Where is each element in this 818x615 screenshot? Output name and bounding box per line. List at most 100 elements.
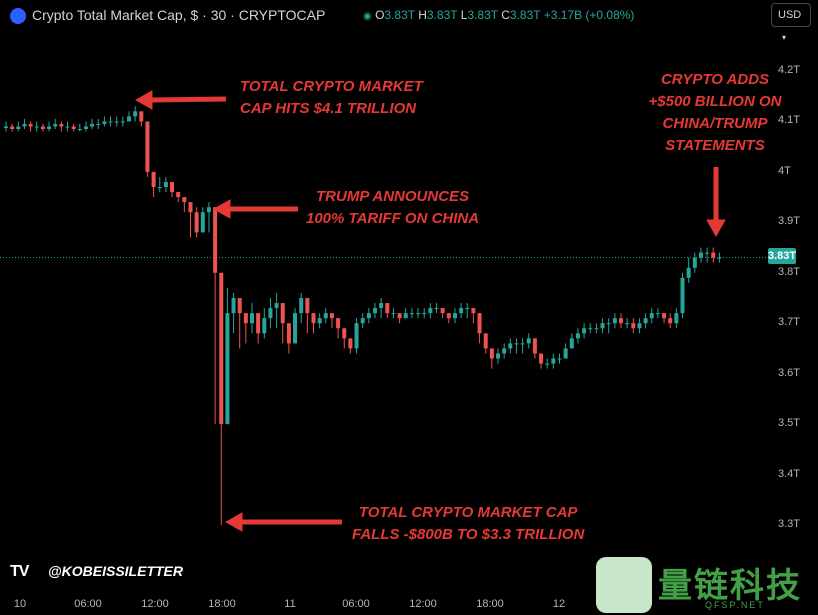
- candle-body: [409, 313, 414, 315]
- cryptocap-logo-icon: [10, 8, 26, 24]
- candle-body: [28, 123, 33, 127]
- candle-body: [194, 212, 199, 233]
- candle-body: [274, 303, 279, 309]
- candle-body: [631, 323, 636, 329]
- candle-body: [305, 298, 310, 314]
- y-tick-label: 3.4T: [778, 467, 801, 480]
- candle-body: [373, 308, 377, 314]
- candle-body: [545, 363, 550, 365]
- candle-body: [206, 207, 211, 213]
- watermark-subtext: QFSP.NET: [705, 600, 765, 610]
- candle-body: [637, 323, 642, 329]
- x-tick-label: 12: [552, 598, 566, 610]
- candle-body: [311, 313, 316, 324]
- candle-body: [151, 171, 156, 188]
- x-tick-label: 18:00: [208, 598, 236, 610]
- candle-body: [526, 338, 531, 344]
- candle-body: [286, 323, 291, 344]
- candle-body: [582, 328, 587, 334]
- annotation-peak: TOTAL CRYPTO MARKET CAP HITS $4.1 TRILLI…: [240, 76, 423, 120]
- candle-body: [366, 313, 371, 319]
- candle-body: [446, 313, 451, 319]
- candle-body: [717, 257, 722, 259]
- candle-body: [674, 313, 679, 324]
- candle-body: [139, 111, 144, 122]
- candle-body: [231, 298, 236, 314]
- candle-body: [625, 323, 630, 325]
- y-tick-label: 4.2T: [778, 64, 801, 76]
- close-value: 3.83T: [509, 8, 541, 22]
- annotation-fall-line1: TOTAL CRYPTO MARKET CAP: [358, 504, 578, 521]
- annotation-fall: TOTAL CRYPTO MARKET CAP FALLS -$800B TO …: [352, 502, 584, 546]
- candle-body: [514, 343, 519, 345]
- candle-body: [496, 353, 500, 359]
- candle-body: [606, 323, 611, 325]
- candle-body: [588, 328, 593, 330]
- candle-body: [403, 313, 408, 319]
- candle-body: [465, 308, 470, 310]
- y-tick-label: 3.3T: [778, 518, 801, 530]
- candle-body: [83, 126, 88, 130]
- candle-body: [250, 313, 254, 324]
- candle-body: [225, 313, 230, 425]
- candle-body: [557, 358, 562, 360]
- candle-body: [127, 116, 131, 122]
- candle-body: [600, 323, 605, 329]
- candle-body: [477, 313, 482, 334]
- candle-body: [471, 308, 476, 314]
- candle-body: [10, 126, 15, 130]
- low-value: 3.83T: [467, 8, 498, 22]
- high-value: 3.83T: [426, 8, 458, 22]
- candle-body: [213, 207, 218, 273]
- last-price-tag: 3.83T: [768, 248, 797, 264]
- candle-body: [342, 328, 347, 339]
- candle-body: [323, 313, 328, 319]
- currency-select[interactable]: USD ▾: [771, 3, 811, 42]
- candle-body: [422, 313, 427, 315]
- candle-body: [360, 318, 365, 324]
- annotation-peak-line2: CAP HITS $4.1 TRILLION: [240, 100, 417, 117]
- candle-body: [176, 192, 181, 198]
- watermark-logo-icon: [596, 557, 652, 613]
- candle-body: [114, 121, 119, 123]
- candle-body: [668, 318, 673, 324]
- symbol-title[interactable]: Crypto Total Market Cap, $ · 30 · CRYPTO…: [32, 7, 326, 23]
- candle-body: [268, 308, 273, 319]
- ohlc-readout: ◉ O3.83T H3.83T L3.83T C3.83T +3.17B (+0…: [363, 8, 634, 22]
- y-tick-label: 4T: [778, 164, 791, 177]
- candle-body: [416, 313, 421, 315]
- y-tick-label: 3.5T: [778, 417, 801, 430]
- candle-body: [489, 348, 494, 359]
- arrow-trump-head: [212, 199, 231, 219]
- candle-body: [698, 252, 703, 258]
- candle-body: [452, 313, 457, 319]
- candle-body: [22, 123, 27, 127]
- candle-body: [686, 267, 691, 278]
- candle-body: [692, 257, 697, 268]
- candle-body: [102, 121, 107, 124]
- x-tick-label: 06:00: [74, 598, 102, 610]
- annotation-adds-line1: CRYPTO ADDS: [660, 71, 770, 88]
- low-label: L: [460, 8, 468, 22]
- candle-body: [219, 272, 224, 425]
- candle-body: [539, 353, 544, 364]
- x-tick-label: 12:00: [409, 598, 437, 610]
- candle-body: [4, 126, 8, 129]
- status-dot-icon: ◉: [363, 11, 372, 22]
- candle-body: [680, 277, 685, 314]
- candle-body: [182, 197, 187, 203]
- candles-group: [4, 106, 722, 525]
- y-tick-label: 3.7T: [778, 316, 801, 329]
- candle-body: [434, 308, 439, 310]
- candle-body: [157, 187, 162, 189]
- candle-body: [59, 123, 64, 127]
- candle-body: [237, 298, 242, 314]
- candle-body: [459, 308, 464, 314]
- candle-body: [200, 212, 205, 233]
- candle-body: [108, 121, 113, 123]
- annotation-peak-line1: TOTAL CRYPTO MARKET: [240, 78, 423, 95]
- annotation-adds: CRYPTO ADDS +$500 BILLION ON CHINA/TRUMP…: [638, 69, 792, 157]
- candle-body: [551, 358, 556, 364]
- annotation-trump: TRUMP ANNOUNCES 100% TARIFF ON CHINA: [306, 186, 479, 230]
